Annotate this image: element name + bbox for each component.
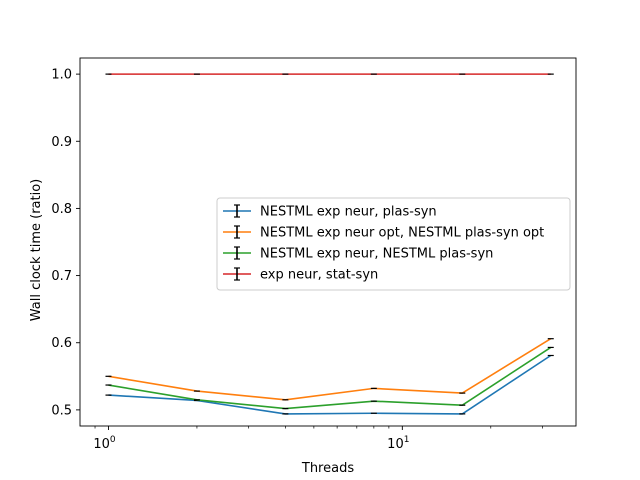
series-layer: [105, 73, 554, 415]
y-tick-label: 0.7: [51, 269, 72, 284]
y-tick-label: 0.5: [51, 403, 72, 418]
x-axis-label: Threads: [301, 461, 354, 476]
y-tick-label: 0.8: [51, 202, 72, 217]
y-tick-label: 0.9: [51, 135, 72, 150]
legend-label-3: exp neur, stat-syn: [260, 268, 378, 283]
series-line-2: [108, 346, 552, 410]
y-tick-label: 0.6: [51, 336, 72, 351]
legend-label-0: NESTML exp neur, plas-syn: [260, 205, 437, 220]
x-tick-exponent: 1: [404, 435, 410, 445]
x-tick-base: 10: [387, 437, 404, 452]
legend-label-2: NESTML exp neur, NESTML plas-syn: [260, 247, 493, 262]
series-line-1: [108, 338, 552, 401]
y-axis-label: Wall clock time (ratio): [29, 179, 44, 322]
x-tick-label: 101: [387, 435, 409, 452]
plot-frame: [79, 57, 577, 427]
legend: NESTML exp neur, plas-syn NESTML exp neur…: [216, 197, 571, 291]
series-line-0: [108, 354, 552, 415]
y-tick-label: 1.0: [51, 68, 72, 83]
x-tick-base: 10: [93, 437, 110, 452]
legend-label-1: NESTML exp neur opt, NESTML plas-syn opt: [260, 226, 544, 241]
x-tick-exponent: 0: [110, 435, 116, 445]
legend-box: [216, 197, 571, 291]
x-tick-label: 100: [93, 435, 116, 452]
